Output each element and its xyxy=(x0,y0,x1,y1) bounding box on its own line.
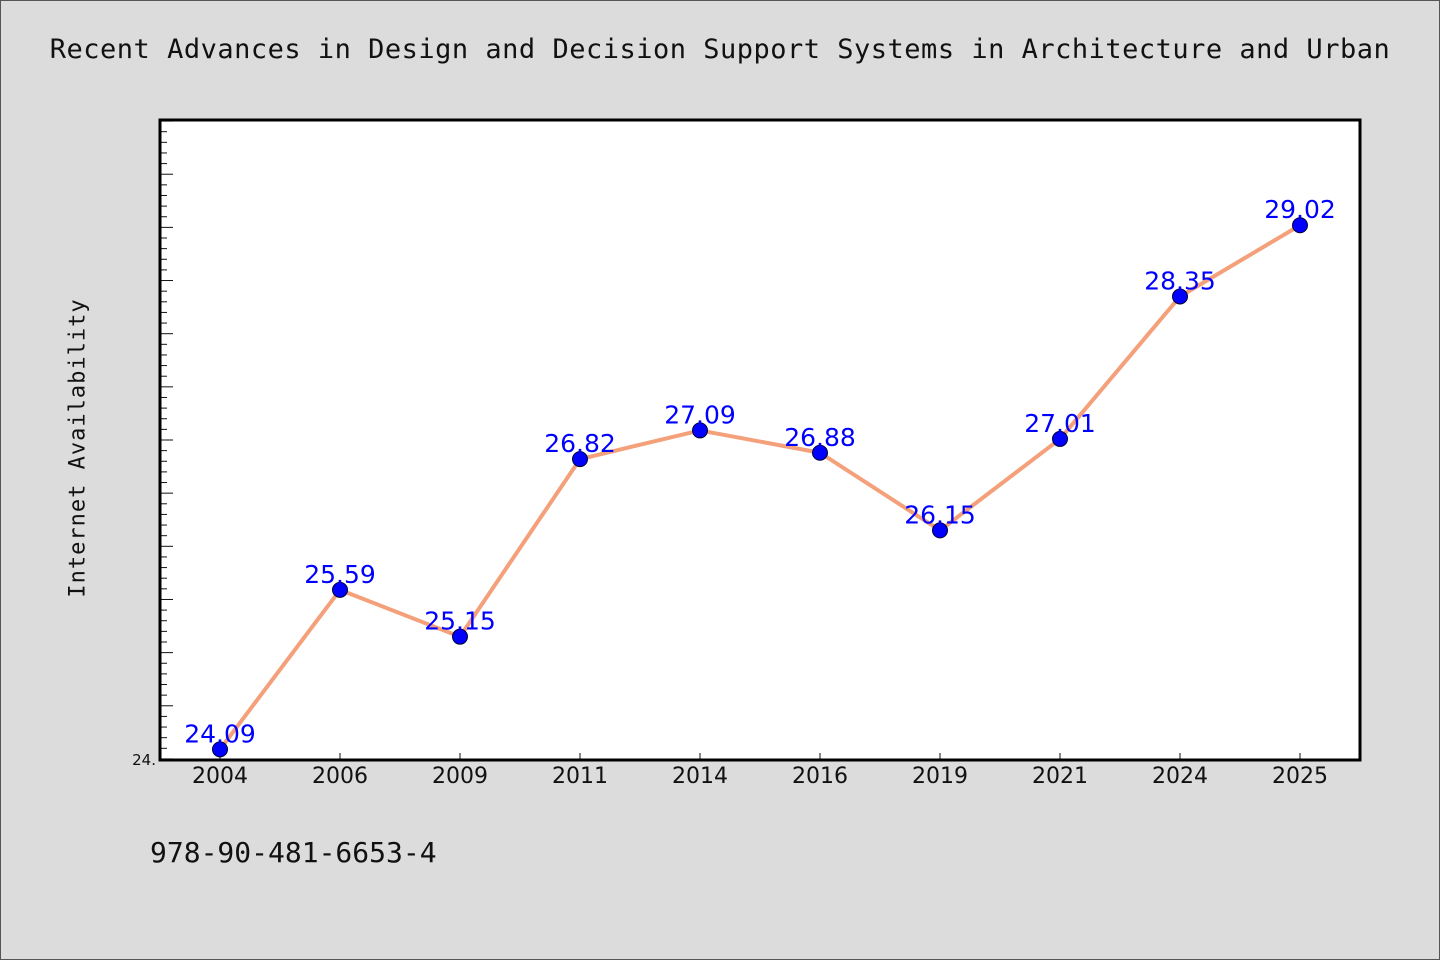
y-tick-label: 24. xyxy=(132,751,156,769)
data-point xyxy=(332,581,348,598)
data-point xyxy=(1172,288,1188,305)
data-label: 26.15 xyxy=(904,500,976,529)
x-tick-label: 2011 xyxy=(552,764,608,789)
data-point xyxy=(692,422,708,439)
data-label: 26.82 xyxy=(544,429,616,458)
x-tick-label: 2004 xyxy=(192,764,248,789)
data-point xyxy=(1292,217,1308,234)
data-label: 27.09 xyxy=(664,400,736,429)
data-point xyxy=(812,444,828,461)
series-line xyxy=(218,223,1302,751)
data-label: 29.02 xyxy=(1264,195,1336,224)
x-tick-label: 2014 xyxy=(672,764,728,789)
data-point xyxy=(932,522,948,539)
data-point xyxy=(1052,430,1068,447)
isbn-footnote: 978-90-481-6653-4 xyxy=(150,836,437,869)
x-tick-label: 2016 xyxy=(792,764,848,789)
data-point xyxy=(572,451,588,468)
data-label: 24.09 xyxy=(184,719,256,748)
x-tick-label: 2019 xyxy=(912,764,968,789)
data-label: 25.15 xyxy=(424,607,496,636)
data-label: 28.35 xyxy=(1144,266,1216,295)
data-label: 25.59 xyxy=(304,560,376,589)
x-tick-label: 2024 xyxy=(1152,764,1208,789)
data-label: 26.88 xyxy=(784,423,856,452)
x-tick-label: 2021 xyxy=(1032,764,1088,789)
data-label: 27.01 xyxy=(1024,409,1096,438)
chart-title: Recent Advances in Design and Decision S… xyxy=(49,34,1391,65)
plot-border xyxy=(158,118,1362,762)
x-tick-label: 2006 xyxy=(312,764,368,789)
x-tick-label: 2025 xyxy=(1272,764,1328,789)
data-point xyxy=(452,628,468,645)
data-point xyxy=(212,741,228,758)
x-tick-label: 2009 xyxy=(432,764,488,789)
